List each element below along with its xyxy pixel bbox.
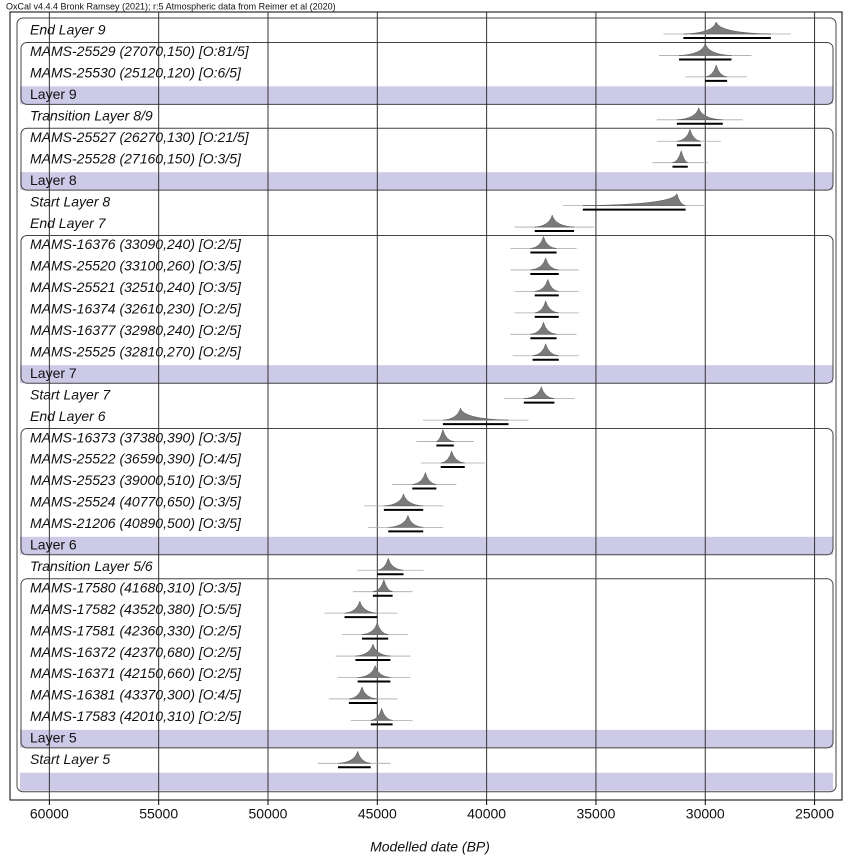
posterior	[683, 21, 771, 35]
row-label: Start Layer 7	[30, 386, 111, 402]
posterior	[532, 342, 559, 356]
posterior	[383, 492, 424, 507]
phase-band	[20, 86, 833, 105]
row-label: MAMS-25529 (27070,150) [O:81/5]	[30, 43, 250, 59]
posterior	[534, 278, 559, 292]
posterior	[357, 664, 391, 678]
x-tick-label: 45000	[358, 806, 397, 822]
phase-band	[20, 729, 833, 748]
posterior	[388, 514, 424, 528]
plot-frame	[9, 11, 843, 801]
x-tick-label: 30000	[686, 806, 725, 822]
x-tick-label: 60000	[30, 806, 69, 822]
row-label: MAMS-16381 (43370,300) [O:4/5]	[30, 687, 242, 703]
x-tick-label: 25000	[795, 806, 834, 822]
row-label: Transition Layer 8/9	[30, 108, 153, 124]
group-box	[20, 428, 834, 556]
row-label: End Layer 7	[30, 215, 107, 231]
row-label: MAMS-25528 (27160,150) [O:3/5]	[30, 150, 242, 166]
row-label: MAMS-16372 (42370,680) [O:2/5]	[30, 644, 242, 660]
posterior	[705, 63, 728, 78]
x-tick-label: 55000	[139, 806, 178, 822]
phase-band	[20, 536, 833, 555]
posterior	[530, 257, 559, 271]
row-label: MAMS-25527 (26270,130) [O:21/5]	[30, 129, 250, 145]
row-label: MAMS-16377 (32980,240) [O:2/5]	[30, 322, 242, 338]
posterior	[361, 621, 389, 635]
row-label: Layer 5	[30, 730, 77, 746]
row-label: Layer 9	[30, 86, 77, 102]
row-label: Transition Layer 5/6	[30, 558, 153, 574]
posterior	[530, 235, 557, 249]
group-box	[20, 41, 834, 105]
row-label: Layer 7	[30, 365, 77, 381]
row-label: MAMS-17580 (41680,310) [O:3/5]	[30, 579, 242, 595]
phase-band	[20, 172, 833, 191]
posterior	[370, 707, 393, 721]
posterior	[534, 214, 575, 228]
row-label: MAMS-25520 (33100,260) [O:3/5]	[30, 258, 242, 274]
posterior	[534, 299, 559, 314]
posterior	[672, 149, 688, 163]
row-label: MAMS-16376 (33090,240) [O:2/5]	[30, 236, 242, 252]
row-label: Start Layer 8	[30, 193, 110, 209]
row-label: MAMS-16371 (42150,660) [O:2/5]	[30, 665, 242, 681]
posterior	[436, 428, 454, 442]
row-label: MAMS-21206 (40890,500) [O:3/5]	[30, 515, 242, 531]
x-tick-label: 35000	[576, 806, 615, 822]
x-tick-label: 40000	[467, 806, 506, 822]
posterior	[440, 450, 465, 464]
x-axis-label: Modelled date (BP)	[370, 839, 490, 855]
posterior	[412, 471, 437, 485]
row-label: Start Layer 5	[30, 751, 110, 767]
posterior	[530, 321, 557, 335]
posterior	[372, 578, 393, 592]
posterior	[348, 686, 378, 700]
phase-band	[20, 772, 833, 791]
posterior	[582, 192, 686, 206]
row-label: MAMS-25525 (32810,270) [O:2/5]	[30, 343, 242, 359]
row-label: MAMS-25524 (40770,650) [O:3/5]	[30, 494, 242, 510]
posterior	[679, 42, 732, 56]
posterior	[344, 600, 378, 614]
row-label: MAMS-25530 (25120,120) [O:6/5]	[30, 65, 242, 81]
row-label: MAMS-17581 (42360,330) [O:2/5]	[30, 622, 242, 638]
posterior	[523, 385, 555, 399]
row-label: Layer 6	[30, 537, 77, 553]
row-label: MAMS-25521 (32510,240) [O:3/5]	[30, 279, 242, 295]
row-label: MAMS-17582 (43520,380) [O:5/5]	[30, 601, 242, 617]
posterior	[676, 106, 723, 121]
group-box	[20, 127, 834, 191]
phase-band	[20, 365, 833, 384]
row-label: MAMS-17583 (42010,310) [O:2/5]	[30, 708, 242, 724]
posterior	[377, 557, 404, 571]
posterior	[676, 128, 701, 142]
row-label: End Layer 6	[30, 408, 106, 424]
row-label: Layer 8	[30, 172, 77, 188]
sequence-box	[16, 17, 837, 793]
posterior	[442, 407, 509, 421]
row-label: MAMS-16374 (32610,230) [O:2/5]	[30, 301, 242, 317]
row-label: End Layer 9	[30, 22, 106, 38]
row-label: MAMS-25522 (36590,390) [O:4/5]	[30, 451, 242, 467]
row-label: MAMS-16373 (37380,390) [O:3/5]	[30, 429, 242, 445]
posterior	[337, 750, 371, 764]
x-tick-label: 50000	[249, 806, 288, 822]
group-box	[20, 578, 834, 749]
group-box	[20, 235, 834, 384]
chart-title: OxCal v4.4.4 Bronk Ramsey (2021); r:5 At…	[6, 1, 336, 11]
row-label: MAMS-25523 (39000,510) [O:3/5]	[30, 472, 242, 488]
posterior	[355, 643, 391, 657]
